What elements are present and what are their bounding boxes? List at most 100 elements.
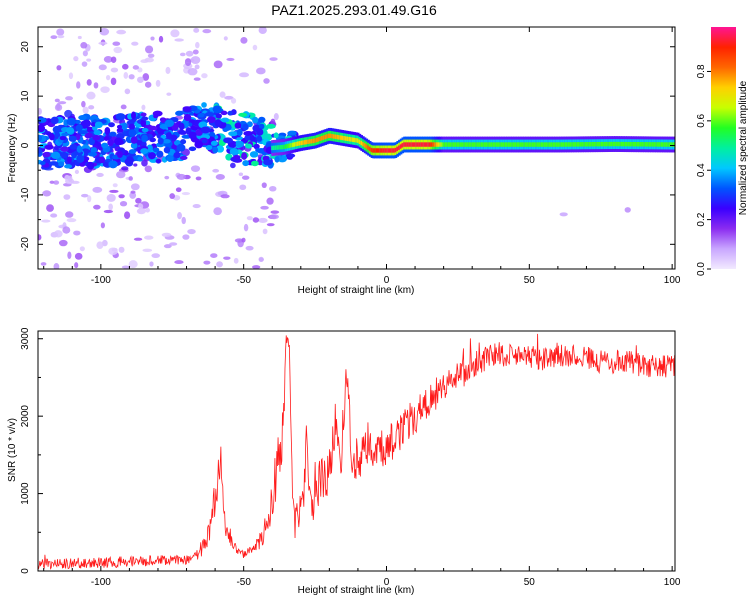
spectrogram-noise-blob	[213, 60, 223, 69]
spectrogram-ridge-blob	[188, 131, 197, 139]
snr-y-label: SNR (10 * v/v)	[7, 418, 18, 482]
spectrogram-noise-blob	[258, 217, 268, 223]
spectrogram-noise-blob	[243, 223, 249, 232]
spectrogram-ridge-blob	[229, 147, 239, 155]
spectrogram-noise-blob	[169, 193, 176, 199]
spectrogram-ridge-core	[440, 142, 444, 147]
spectrogram-ridge-core	[584, 142, 588, 147]
spectrogram-ridge-core	[612, 141, 615, 147]
spectrogram-noise-blob	[174, 260, 184, 265]
spectrogram-ridge-core	[370, 147, 374, 153]
spectrogram-ridge-core	[449, 142, 453, 147]
spectrogram-ridge-blob	[258, 116, 266, 123]
spectrogram-ridge-core	[586, 142, 590, 147]
spectrogram-noise-blob	[130, 190, 136, 194]
spectrogram-ridge-blob	[116, 124, 123, 129]
spectrogram-noise-blob	[57, 35, 65, 39]
spectrogram-noise-blob	[234, 238, 244, 243]
spectrogram-ridge-blob	[274, 155, 280, 163]
spectrogram-noise-blob	[187, 67, 198, 76]
spectrogram-ridge-core	[394, 147, 398, 153]
spectrogram-ridge-core	[336, 134, 339, 140]
spectrogram-noise-blob	[123, 211, 131, 219]
spectrogram-ridge-core	[459, 142, 463, 147]
spectrogram-ridge-core	[572, 142, 576, 147]
spectrogram-ridge-blob	[114, 137, 124, 146]
spectrogram-noise-blob	[56, 28, 65, 36]
spectrogram-noise-blob	[86, 79, 92, 86]
spectrogram-ridge-core	[651, 142, 655, 147]
spectrogram-ridge-core	[554, 142, 557, 147]
spectrogram-ridge-core	[615, 141, 619, 147]
spectrogram-ridge-blob	[92, 134, 101, 141]
spectrogram-ridge-core	[379, 148, 382, 153]
spectrogram-noise-blob	[240, 37, 248, 44]
spectrogram-ridge-core	[566, 142, 569, 147]
spectrogram-noise-blob	[216, 261, 223, 268]
spectrogram-ridge-core	[425, 142, 429, 147]
spectrogram-ridge-blob	[155, 158, 162, 164]
spectrogram-ridge-blob	[94, 121, 103, 129]
spectrogram-noise-blob	[133, 237, 143, 241]
spectrogram-noise-blob	[142, 248, 153, 252]
spectrogram-noise-blob	[169, 242, 178, 246]
spectrogram-ridge-blob	[212, 146, 219, 154]
spectrogram-ridge-core	[576, 142, 579, 147]
spectrogram-ridge-core	[362, 141, 365, 147]
spectrogram-noise-blob	[46, 204, 54, 212]
spectrogram-ridge-core	[274, 145, 278, 150]
spectrogram-ridge-blob	[161, 139, 171, 144]
spectrogram-ridge-core	[310, 138, 314, 144]
figure-title: PAZ1.2025.293.01.49.G16	[271, 2, 437, 18]
spectrogram-noise-blob	[92, 186, 103, 193]
spectrogram-noise-blob	[245, 245, 254, 251]
spectrogram-noise-blob	[182, 234, 190, 240]
spectrogram-ridge-core	[442, 142, 446, 147]
spectrogram-ridge-core	[535, 142, 538, 147]
spectrogram-ridge-blob	[200, 126, 211, 134]
spectrogram-ridge-core	[396, 146, 399, 152]
spectrogram-noise-blob	[67, 175, 73, 183]
snr-y-tick-label: 3000	[20, 327, 31, 350]
spectrogram-ridge-blob	[251, 160, 259, 167]
spectrogram-noise-blob	[106, 193, 116, 202]
spectrogram-ridge-core	[278, 145, 281, 150]
snr-x-tick-label: 50	[524, 577, 536, 588]
spectrogram-noise-blob	[88, 105, 95, 110]
spectrogram-ridge-blob	[107, 139, 114, 147]
spectrogram-ridge-core	[307, 139, 310, 144]
spectrogram-ridge-blob	[176, 143, 186, 152]
spectrogram-ridge-core	[314, 138, 317, 143]
spectrogram-y-tick-label: 0	[20, 142, 31, 148]
spectrogram-noise-blob	[269, 214, 279, 220]
snr-frame	[37, 330, 676, 572]
spectrogram-ridge-blob	[140, 148, 149, 154]
spectrogram-noise-blob	[174, 38, 184, 42]
spectrogram-noise-blob	[123, 72, 129, 79]
spectrogram-ridge-core	[286, 143, 290, 149]
spectrogram-noise-blob	[258, 256, 264, 263]
spectrogram-ridge-blob	[59, 135, 67, 141]
spectrogram-noise-blob	[269, 57, 278, 61]
spectrogram-ridge-core	[656, 142, 660, 147]
spectrogram-ridge-core	[492, 142, 495, 147]
spectrogram-noise-blob	[215, 174, 225, 180]
spectrogram-noise-blob	[113, 46, 123, 54]
spectrogram-ridge-blob	[116, 150, 123, 159]
spectrogram-ridge-core	[353, 137, 357, 143]
snr-x-label: Height of straight line (km)	[298, 585, 415, 596]
spectrogram-ridge-core	[629, 141, 633, 147]
spectrogram-ridge-core	[665, 142, 669, 147]
spectrogram-ridge-core	[452, 142, 456, 147]
spectrogram-ridge-blob	[103, 136, 110, 142]
spectrogram-ridge-core	[317, 137, 321, 142]
spectrogram-ridge-core	[639, 142, 643, 147]
spectrogram-ridge-blob	[258, 123, 265, 130]
spectrogram-ridge-blob	[249, 151, 259, 158]
spectrogram-ridge-blob	[108, 160, 118, 169]
spectrogram-ridge-blob	[241, 152, 248, 160]
spectrogram-noise-blob	[81, 61, 88, 67]
spectrogram-noise-blob	[122, 63, 129, 70]
spectrogram-noise-blob	[201, 73, 208, 79]
spectrogram-ridge-blob	[130, 142, 138, 149]
